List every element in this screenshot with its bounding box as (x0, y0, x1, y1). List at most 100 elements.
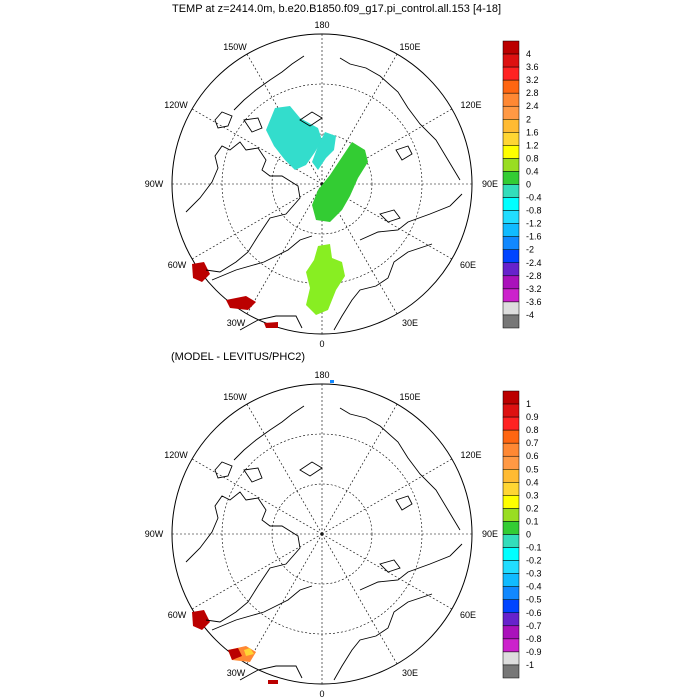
blue-dot-north (330, 380, 334, 383)
red-region-iceland-edge (228, 648, 242, 660)
label-150e: 150E (399, 42, 420, 52)
colorbar-label: -1 (526, 660, 534, 670)
colorbar-label: 0.8 (526, 425, 539, 435)
colorbar-swatch (502, 469, 520, 483)
colorbar-swatch (502, 482, 520, 496)
colorbar-swatch (502, 455, 520, 470)
bottom-map-panel: 180 150W 150E 120W 120E 90W 90E 60W 60E … (145, 370, 542, 699)
label-30e: 30E (402, 668, 418, 678)
colorbar-label: 0.4 (526, 477, 539, 487)
colorbar-swatch (502, 534, 520, 548)
label-90e: 90E (482, 529, 498, 539)
colorbar-swatch (502, 171, 520, 185)
colorbar-label: 2.4 (526, 101, 539, 111)
meridian-line (191, 458, 323, 535)
colorbar-label: -3.2 (526, 284, 542, 294)
meridian-line (246, 533, 323, 665)
longitude-labels: 180 150W 150E 120W 120E 90W 90E 60W 60E … (145, 370, 498, 699)
colorbar-label: 0.5 (526, 464, 539, 474)
colorbar-swatch (502, 262, 520, 277)
colorbar-swatch (502, 403, 520, 418)
lightgreen-region-norwegian (306, 244, 345, 315)
colorbar-swatch (502, 197, 520, 211)
meridian-line (246, 53, 323, 185)
colorbar-swatch (502, 314, 520, 329)
colorbar-label: -0.8 (526, 634, 542, 644)
coastlines (185, 405, 463, 681)
colorbar-label: 0.4 (526, 166, 539, 176)
colorbar-swatch (502, 301, 520, 316)
label-120w: 120W (164, 100, 188, 110)
colorbar-label: -4 (526, 310, 534, 320)
colorbar-swatch (502, 390, 520, 405)
colorbar-swatch (502, 249, 520, 264)
label-150w: 150W (223, 392, 247, 402)
colorbar-label: -0.9 (526, 647, 542, 657)
colorbar-label: 0 (526, 530, 531, 540)
colorbar-swatch (502, 145, 520, 159)
colorbar-swatch (502, 560, 520, 574)
red-region-labrador (192, 610, 210, 630)
label-150e: 150E (399, 392, 420, 402)
meridian-line (191, 533, 323, 610)
cyan-region-canada-basin (266, 106, 322, 170)
meridian-line (321, 403, 398, 535)
colorbar-swatch (502, 625, 520, 640)
label-90e: 90E (482, 179, 498, 189)
longitude-labels: 180 150W 150E 120W 120E 90W 90E 60W 60E … (145, 20, 498, 349)
colorbar-swatch (502, 521, 520, 535)
colorbar-label: 3.2 (526, 75, 539, 85)
colorbar-label: 2.8 (526, 88, 539, 98)
colorbar-swatch (502, 442, 520, 457)
meridian-line (191, 108, 323, 185)
meridian-line (246, 183, 323, 315)
colorbar-swatch (502, 664, 520, 679)
colorbar-swatch (502, 651, 520, 666)
colorbar-swatch (502, 184, 520, 198)
colorbar-swatch (502, 508, 520, 522)
label-0: 0 (319, 689, 324, 699)
label-30e: 30E (402, 318, 418, 328)
colorbar-swatch (502, 223, 520, 237)
colorbar-label: 0.6 (526, 451, 539, 461)
label-30w: 30W (227, 318, 246, 328)
meridian-line (321, 533, 398, 665)
colorbar-label: 0.7 (526, 438, 539, 448)
green-region-eurasian-basin (312, 142, 368, 222)
colorbar-label: 2 (526, 114, 531, 124)
label-180: 180 (314, 370, 329, 380)
colorbar-swatch (502, 416, 520, 431)
top-colorbar: 4 3.6 3.2 2.8 2.4 2 1.6 1.2 0.8 0.4 0 -0.4 -0.8 -1.2 -… (502, 40, 542, 329)
label-120e: 120E (460, 100, 481, 110)
colorbar-label: -2 (526, 245, 534, 255)
colorbar-label: 0 (526, 180, 531, 190)
meridian-line (321, 533, 453, 610)
meridian-line (321, 458, 453, 535)
colorbar-label: -0.4 (526, 193, 542, 203)
cyan-region-central (312, 132, 336, 170)
label-150w: 150W (223, 42, 247, 52)
colorbar-label: 1.6 (526, 127, 539, 137)
top-panel-title: TEMP at z=2414.0m, b.e20.B1850.f09_g17.p… (172, 3, 502, 15)
colorbar-swatch (502, 40, 520, 55)
label-90w: 90W (145, 179, 164, 189)
colorbar-label: 0.2 (526, 503, 539, 513)
label-120e: 120E (460, 450, 481, 460)
bottom-panel-title: (MODEL - LEVITUS/PHC2) (171, 351, 306, 363)
colorbar-label: 0.9 (526, 412, 539, 422)
meridian-line (246, 403, 323, 535)
colorbar-label: -0.6 (526, 608, 542, 618)
top-polar-map: 180 150W 150E 120W 120E 90W 90E 60W 60E … (145, 20, 498, 349)
colorbar-label: -2.4 (526, 258, 542, 268)
label-60w: 60W (168, 260, 187, 270)
meridian-line (191, 183, 323, 260)
colorbar-label: -0.4 (526, 582, 542, 592)
label-60e: 60E (460, 610, 476, 620)
colorbar-label: 0.8 (526, 153, 539, 163)
colorbar-swatch (502, 236, 520, 250)
colorbar-swatch (502, 92, 520, 107)
colorbar-label: 3.6 (526, 62, 539, 72)
colorbar-label: -0.8 (526, 206, 542, 216)
top-map-panel: 180 150W 150E 120W 120E 90W 90E 60W 60E … (145, 20, 542, 349)
label-30w: 30W (227, 668, 246, 678)
